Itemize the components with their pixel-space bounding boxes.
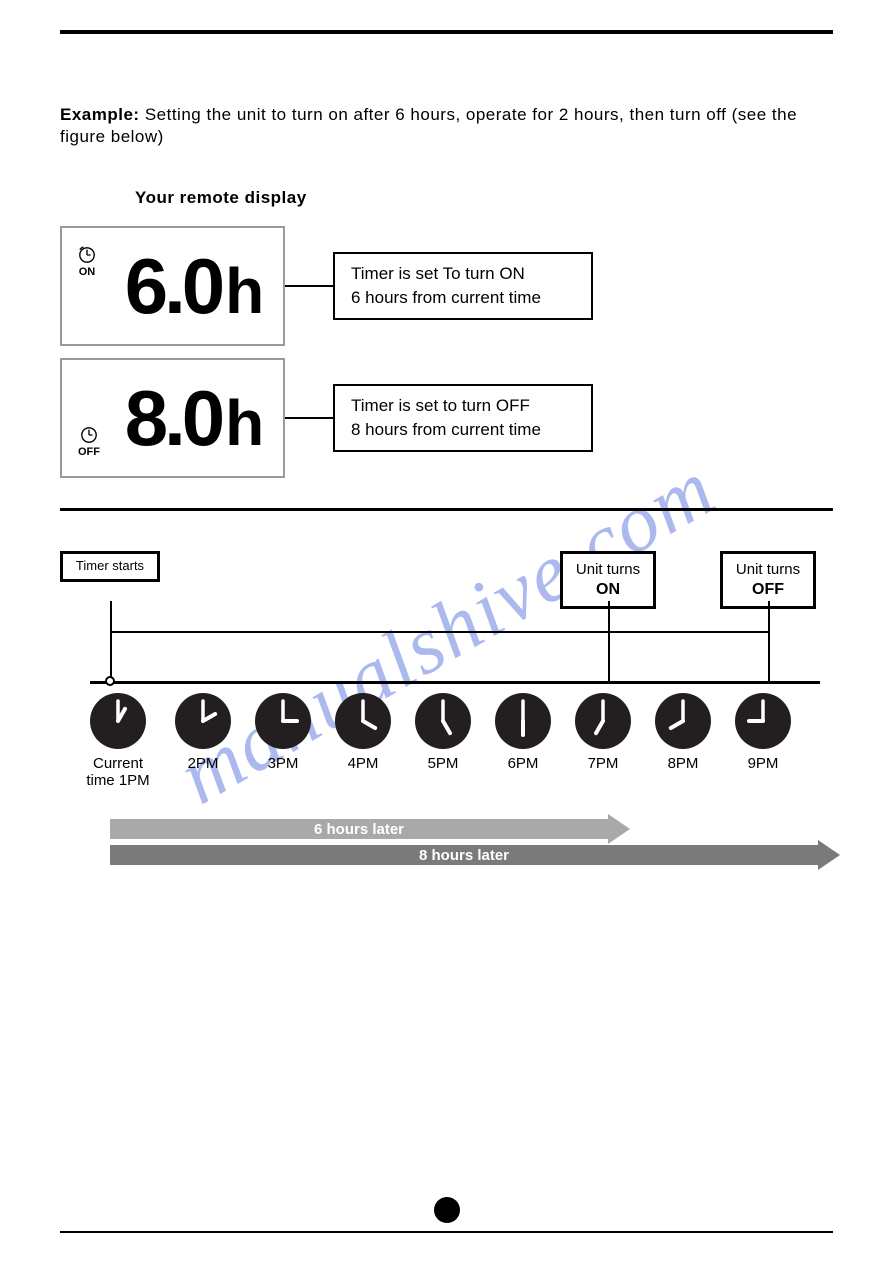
example-body: Setting the unit to turn on after 6 hour…	[60, 105, 797, 146]
connector-line	[285, 417, 333, 419]
clock-icon	[655, 693, 711, 749]
seven-seg-off-value: 8.0	[125, 373, 221, 464]
seven-seg-off-unit: h	[225, 386, 260, 460]
clock-icon	[415, 693, 471, 749]
event-hline	[110, 631, 768, 633]
seven-seg-off: 8.0h	[125, 373, 261, 464]
lcd-box-on: ON 6.0h	[60, 226, 285, 346]
caption-off-line2: 8 hours from current time	[351, 420, 541, 439]
axis-start-dot	[105, 676, 115, 686]
caption-off-line1: Timer is set to turn OFF	[351, 396, 530, 415]
timeline-axis	[90, 681, 820, 684]
bottom-rule	[60, 1231, 833, 1233]
seven-seg-on-value: 6.0	[125, 241, 221, 332]
arrow-8-hours: 8 hours later	[110, 845, 840, 865]
clock-label: 2PM	[163, 755, 243, 772]
clock-icon	[90, 693, 146, 749]
caption-box-off: Timer is set to turn OFF 8 hours from cu…	[333, 384, 593, 452]
connector-line	[285, 285, 333, 287]
clock-icon	[735, 693, 791, 749]
caption-on-line1: Timer is set To turn ON	[351, 264, 525, 283]
timeline-diagram: Timer startsUnit turnsONUnit turnsOFFCur…	[60, 551, 833, 881]
clock-icon	[175, 693, 231, 749]
timer-off-icon: OFF	[78, 426, 100, 458]
top-rule	[60, 30, 833, 34]
event-vline	[110, 601, 112, 681]
clock-label: 4PM	[323, 755, 403, 772]
clock-icon	[575, 693, 631, 749]
on-label: ON	[79, 266, 96, 278]
event-vline	[608, 601, 610, 681]
page-number-dot	[434, 1197, 460, 1223]
lcd-box-off: OFF 8.0h	[60, 358, 285, 478]
clock-label: 7PM	[563, 755, 643, 772]
clock-label: 6PM	[483, 755, 563, 772]
off-label: OFF	[78, 446, 100, 458]
clock-label: 3PM	[243, 755, 323, 772]
caption-on-line2: 6 hours from current time	[351, 288, 541, 307]
seven-seg-on-unit: h	[225, 254, 260, 328]
arrow-6-hours: 6 hours later	[110, 819, 630, 839]
event-box-timer-starts: Timer starts	[60, 551, 160, 582]
event-vline	[768, 601, 770, 681]
clock-icon	[255, 693, 311, 749]
clock-label: 5PM	[403, 755, 483, 772]
example-label: Example:	[60, 105, 140, 124]
clock-icon	[335, 693, 391, 749]
seven-seg-on: 6.0h	[125, 241, 261, 332]
remote-display-heading: Your remote display	[135, 188, 833, 208]
lcd-row-off: OFF 8.0h Timer is set to turn OFF 8 hour…	[60, 358, 833, 478]
clock-label: 8PM	[643, 755, 723, 772]
page-content: Example: Setting the unit to turn on aft…	[60, 30, 833, 1233]
clock-label: Currenttime 1PM	[78, 755, 158, 789]
example-paragraph: Example: Setting the unit to turn on aft…	[60, 104, 833, 148]
mid-rule	[60, 508, 833, 511]
timer-on-icon: ON	[78, 246, 96, 278]
lcd-row-on: ON 6.0h Timer is set To turn ON 6 hours …	[60, 226, 833, 346]
clock-label: 9PM	[723, 755, 803, 772]
clock-icon	[495, 693, 551, 749]
caption-box-on: Timer is set To turn ON 6 hours from cur…	[333, 252, 593, 320]
